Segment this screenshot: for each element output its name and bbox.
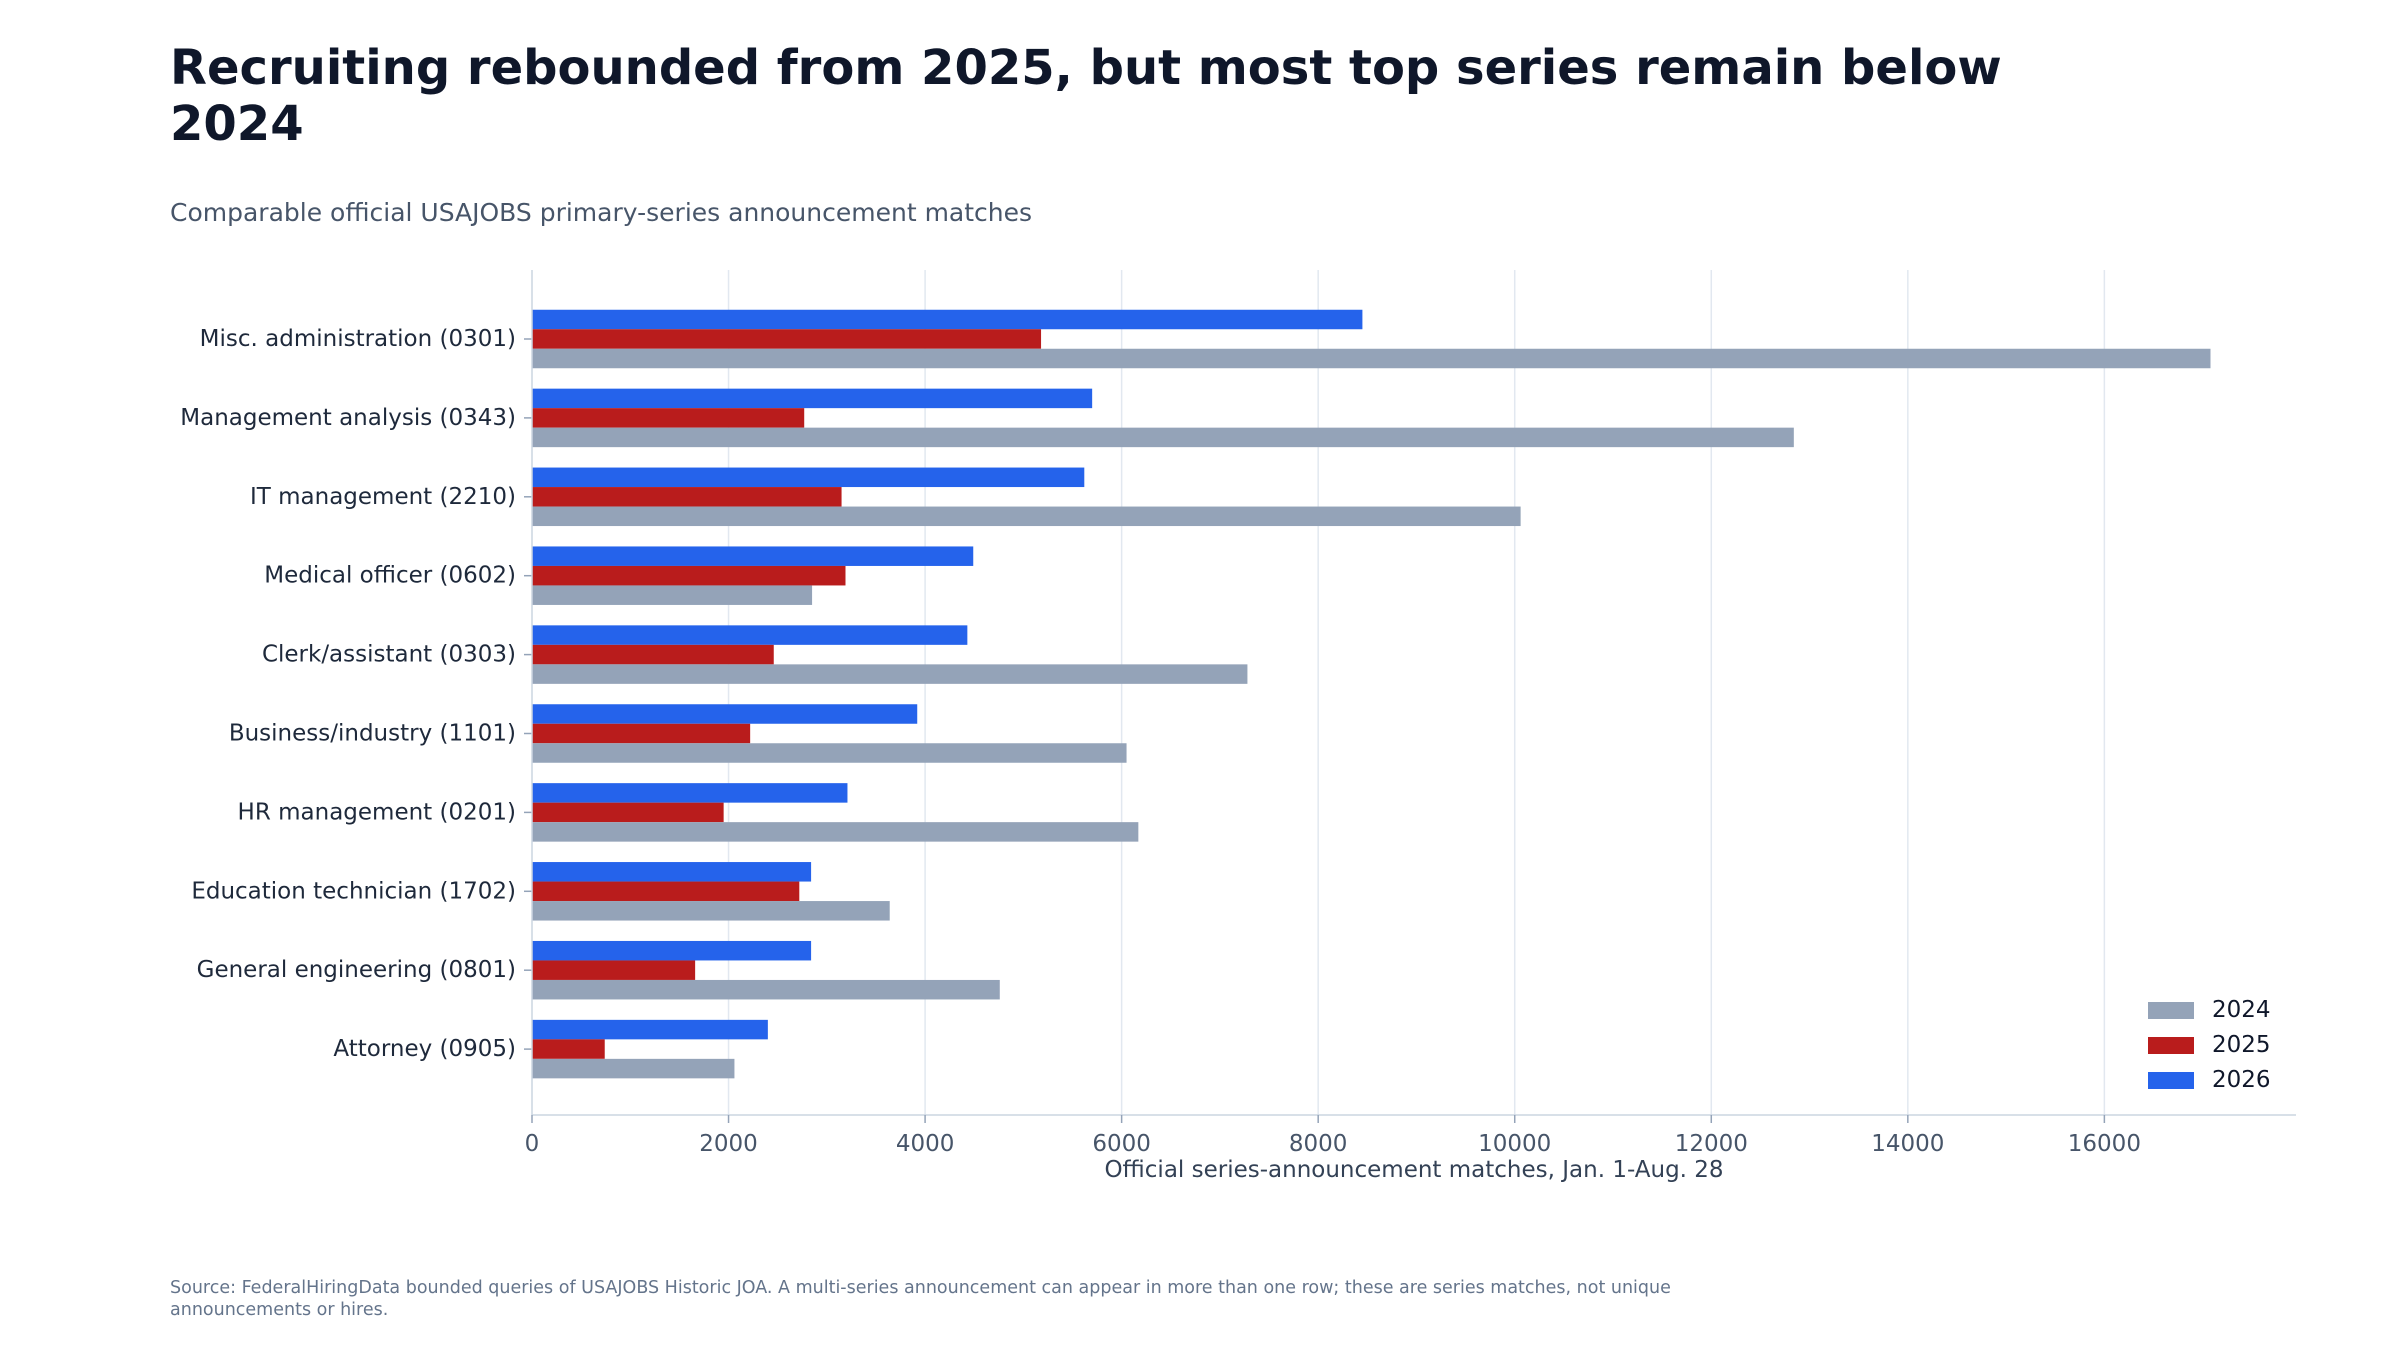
bar-2026 (532, 625, 968, 645)
legend: 2024 2025 2026 (2148, 997, 2271, 1093)
chart-subtitle: Comparable official USAJOBS primary-seri… (170, 198, 1033, 227)
bar-2024 (532, 979, 1000, 1000)
bar-2026 (532, 704, 918, 724)
bar-2024 (532, 901, 890, 921)
legend-swatch-2024 (2148, 1002, 2194, 1019)
chart-title: Recruiting rebounded from 2025, but most… (170, 40, 2002, 152)
bar-2025 (532, 960, 696, 980)
x-tick-label: 10000 (1478, 1131, 1551, 1157)
x-axis-title: Official series-announcement matches, Ja… (1104, 1157, 1723, 1183)
category-label: Attorney (0905) (333, 1036, 516, 1062)
bar-2024 (532, 427, 1794, 448)
bar-2026 (532, 388, 1093, 409)
bar-2025 (532, 487, 842, 507)
bar-2026 (532, 1019, 768, 1040)
bar-2024 (532, 506, 1521, 527)
bar-2026 (532, 783, 848, 803)
bar-2026 (532, 467, 1085, 488)
bar-2026 (532, 546, 974, 566)
x-tick-label: 14000 (1871, 1131, 1944, 1157)
category-label: Management analysis (0343) (180, 405, 516, 431)
bar-2024 (532, 585, 813, 605)
legend-label-2025: 2025 (2212, 1032, 2271, 1058)
x-tick-label: 16000 (2068, 1131, 2141, 1157)
bar-2025 (532, 565, 846, 586)
bar-2024 (532, 664, 1248, 684)
bar-2025 (532, 644, 774, 665)
legend-swatch-2025 (2148, 1037, 2194, 1054)
bars (532, 309, 2211, 1079)
bar-2025 (532, 408, 805, 428)
grid-lines (727, 270, 2106, 1115)
bar-2025 (532, 881, 800, 902)
category-label: IT management (2210) (250, 484, 516, 510)
bar-2026 (532, 309, 1363, 330)
category-label: Clerk/assistant (0303) (262, 642, 516, 668)
bar-2024 (532, 822, 1139, 842)
x-tick-label: 6000 (1092, 1131, 1151, 1157)
legend-label-2026: 2026 (2212, 1067, 2271, 1093)
x-tick-label: 0 (525, 1131, 540, 1157)
x-tick-label: 2000 (699, 1131, 758, 1157)
bar-2026 (532, 940, 812, 961)
category-label: Misc. administration (0301) (200, 326, 516, 352)
bar-2024 (532, 743, 1127, 763)
bar-2024 (532, 1058, 735, 1079)
axes: Misc. administration (0301) Management an… (180, 270, 2296, 1183)
x-tick-label: 4000 (896, 1131, 955, 1157)
bar-2026 (532, 862, 812, 882)
category-label: Medical officer (0602) (264, 563, 516, 589)
category-label: Education technician (1702) (191, 878, 516, 904)
bar-2025 (532, 329, 1042, 349)
bar-2025 (532, 1039, 605, 1059)
x-tick-label: 12000 (1675, 1131, 1748, 1157)
legend-swatch-2026 (2148, 1072, 2194, 1089)
category-label: General engineering (0801) (197, 957, 516, 983)
bar-2025 (532, 802, 724, 823)
bar-2025 (532, 723, 751, 744)
category-label: HR management (0201) (238, 799, 516, 825)
source-note: Source: FederalHiringData bounded querie… (170, 1278, 1671, 1320)
x-tick-label: 8000 (1289, 1131, 1348, 1157)
bar-2024 (532, 348, 2211, 369)
legend-label-2024: 2024 (2212, 997, 2271, 1023)
category-label: Business/industry (1101) (229, 721, 516, 747)
